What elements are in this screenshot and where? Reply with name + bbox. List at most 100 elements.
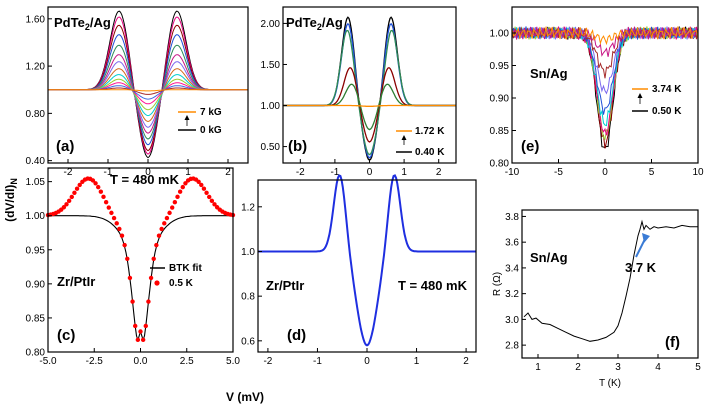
panel-c-xtick-label: 0.0 bbox=[134, 356, 148, 367]
panel-a-frame bbox=[47, 6, 249, 164]
panel-c-data-point bbox=[156, 233, 162, 238]
panel-b: -2 -1 0 1 2 0.50 1.00 1.50 2.00 PdTe2/Ag (b) 1.7… bbox=[261, 6, 457, 178]
panel-c-data-point bbox=[90, 178, 96, 183]
panel-a-axes: -2 -1 0 1 2 0.40 0.80 1.20 1.60 bbox=[26, 14, 232, 178]
panel-c-data-point bbox=[207, 194, 212, 200]
panel-e-ytick-label: 1.00 bbox=[490, 29, 510, 40]
panel-a-legend-arrowhead bbox=[184, 115, 190, 120]
panel-f-annotation: 3.7 K bbox=[625, 260, 657, 275]
panel-d-xtick-label: -2 bbox=[263, 356, 272, 367]
panel-c-ytick-label: 0.80 bbox=[26, 348, 46, 359]
panel-d-xtick-label: 0 bbox=[364, 356, 370, 367]
panel-c-data-point bbox=[146, 299, 151, 304]
panel-f-xtick-label: 1 bbox=[535, 362, 541, 373]
panel-a-xtick-label: 2 bbox=[225, 167, 231, 178]
panel-e-axes: -10 -5 0 5 10 0.80 0.85 0.90 0.95 1.00 bbox=[490, 29, 704, 179]
panel-c-data-point bbox=[167, 210, 172, 216]
panel-f-ytick-label: 3.4 bbox=[505, 263, 519, 274]
panel-f-ytick-label: 3.0 bbox=[505, 315, 519, 326]
panel-c-data-point bbox=[122, 242, 127, 248]
panel-f-xtick-label: 2 bbox=[575, 362, 581, 373]
panel-c-ytick-label: 0.95 bbox=[26, 245, 46, 256]
panel-f: 1 2 3 4 5 2.8 3.0 3.2 3.4 3.6 3.8 R (Ω) T (K) Sn/A… bbox=[492, 209, 701, 389]
panel-e-ytick-label: 0.90 bbox=[490, 94, 510, 105]
panel-a-series-line bbox=[48, 85, 248, 100]
panel-c-data-point bbox=[164, 215, 170, 221]
panel-f-label: (f) bbox=[665, 334, 680, 351]
panel-c-ytick-label: 1.05 bbox=[26, 177, 46, 188]
panel-d-axes: -2 -1 0 1 2 0.6 0.8 1.0 1.2 bbox=[241, 202, 469, 367]
panel-f-curves bbox=[523, 219, 698, 342]
panel-f-arrow bbox=[635, 238, 646, 258]
panel-f-sample: Sn/Ag bbox=[530, 250, 568, 265]
panel-d-ytick-label: 0.6 bbox=[241, 336, 255, 347]
panel-c-data-point bbox=[114, 221, 119, 226]
panel-e-xtick-label: 5 bbox=[649, 167, 655, 178]
panel-c-legend-dot-swatch bbox=[154, 280, 160, 286]
panel-f-arrowhead bbox=[642, 233, 650, 243]
panel-a-xtick-label: 1 bbox=[185, 167, 191, 178]
panel-e-xtick-label: -10 bbox=[505, 167, 520, 178]
panel-c-data-point bbox=[119, 233, 125, 238]
panel-c-data-point bbox=[177, 189, 183, 194]
panel-c-data-point bbox=[175, 194, 180, 200]
panel-d-ytick-label: 0.8 bbox=[241, 292, 255, 303]
panel-c-ytick-label: 0.90 bbox=[26, 279, 46, 290]
panel-b-xtick-label: -1 bbox=[330, 167, 339, 178]
panel-c-sample: Zr/PtIr bbox=[57, 274, 95, 289]
panel-d-ytick-label: 1.2 bbox=[241, 202, 255, 213]
panel-c-legend-dots: 0.5 K bbox=[169, 278, 194, 289]
panel-a-title: PdTe2/Ag bbox=[54, 15, 111, 32]
panel-f-frame bbox=[521, 209, 699, 359]
panel-f-axes: 1 2 3 4 5 2.8 3.0 3.2 3.4 3.6 3.8 bbox=[505, 212, 701, 373]
panel-a-curves bbox=[48, 10, 248, 159]
panel-c-xtick-label: 5.0 bbox=[226, 356, 240, 367]
panel-c-data-point bbox=[154, 242, 159, 248]
panel-a-label: (a) bbox=[56, 138, 74, 155]
panel-f-series-line bbox=[523, 219, 698, 342]
panel-c-ytick-label: 1.00 bbox=[26, 211, 46, 222]
panel-c-data-point bbox=[61, 205, 67, 210]
panel-b-ytick-label: 2.00 bbox=[261, 19, 281, 30]
panel-e-legend-arrowhead bbox=[637, 93, 643, 98]
panel-e-xtick-label: 10 bbox=[692, 167, 704, 178]
panel-e-label: (e) bbox=[521, 138, 539, 155]
panel-a-xtick-label: -2 bbox=[64, 167, 73, 178]
panel-e-series-line bbox=[511, 26, 699, 57]
panel-c-data-point bbox=[196, 179, 201, 184]
panel-b-series-line bbox=[283, 22, 456, 159]
panel-c-xtick-label: 2.5 bbox=[180, 356, 194, 367]
panel-d-sample: Zr/PtIr bbox=[266, 278, 304, 293]
panel-e-series-line bbox=[511, 26, 699, 95]
panel-c-data-point bbox=[170, 205, 175, 210]
panel-a-xtick-label: 0 bbox=[145, 167, 151, 178]
panel-c-data-point bbox=[151, 256, 156, 261]
panel-c-label: (c) bbox=[57, 327, 75, 344]
panel-c-data-point bbox=[212, 202, 217, 207]
panel-f-ylabel: R (Ω) bbox=[492, 272, 503, 296]
panel-c-data-point bbox=[106, 205, 111, 210]
panel-c-data-point bbox=[133, 323, 138, 329]
panel-e-xtick-label: -5 bbox=[554, 167, 563, 178]
panel-c-data-point bbox=[172, 199, 178, 205]
panel-b-xtick-label: 1 bbox=[401, 167, 407, 178]
panel-c-data-point bbox=[201, 186, 207, 191]
panel-a-legend-top: 7 kG bbox=[200, 107, 222, 118]
panel-a-legend-bottom: 0 kG bbox=[200, 125, 222, 136]
panel-c-data-point bbox=[111, 215, 117, 221]
panel-b-legend-arrowhead bbox=[401, 135, 407, 140]
panel-b-series-line bbox=[283, 16, 456, 162]
panel-c-data-point bbox=[140, 337, 146, 343]
panel-a: -2 -1 0 1 2 0.40 0.80 1.20 1.60 PdTe2/Ag (a) 7 k… bbox=[26, 6, 249, 178]
panel-d-ytick-label: 1.0 bbox=[241, 247, 255, 258]
panel-d-curves bbox=[258, 174, 476, 347]
panel-c-data-point bbox=[138, 329, 143, 334]
panel-c-data-point bbox=[93, 181, 98, 186]
panel-b-title: PdTe2/Ag bbox=[286, 15, 343, 32]
panel-e-legend-top: 3.74 K bbox=[652, 84, 682, 95]
panel-c-data-point bbox=[127, 275, 133, 281]
panel-f-ytick-label: 3.2 bbox=[505, 289, 519, 300]
panel-c-data-point bbox=[162, 221, 167, 226]
panel-c-data-point bbox=[77, 182, 82, 188]
panel-b-frame bbox=[282, 6, 457, 164]
